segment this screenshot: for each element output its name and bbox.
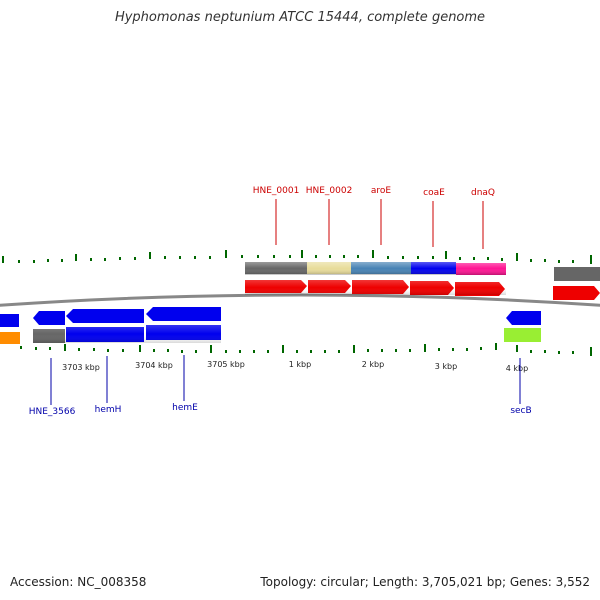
tick-label-1kbp: 1 kbp — [289, 360, 311, 369]
accession-text: Accession: NC_008358 — [10, 575, 147, 589]
gene-label-hne-0001[interactable]: HNE_0001 — [253, 186, 300, 196]
gene-label-dnaq[interactable]: dnaQ — [471, 188, 495, 198]
bottom-label-leaders — [50, 355, 521, 405]
tick-label-4kbp: 4 kbp — [506, 364, 528, 373]
gene-arrow-left-edge[interactable] — [0, 314, 19, 327]
gene-arrow-right[interactable] — [553, 286, 600, 300]
gene-arrow-hemh[interactable] — [66, 309, 144, 323]
feature-bar-right[interactable] — [554, 267, 600, 281]
gene-label-aroe[interactable]: aroE — [371, 186, 392, 196]
outer-tick-row — [2, 250, 592, 264]
gene-label-hemh[interactable]: hemH — [95, 405, 122, 415]
gene-label-heme[interactable]: hemE — [172, 403, 198, 413]
genome-title: Hyphomonas neptunium ATCC 15444, complet… — [114, 10, 486, 25]
feature-bar-left-edge[interactable] — [0, 332, 20, 344]
genome-backbone — [0, 293, 600, 307]
feature-bar-shade — [245, 262, 506, 275]
gene-label-secb[interactable]: secB — [510, 406, 531, 416]
tick-label-3kbp: 3 kbp — [435, 362, 457, 371]
top-label-leaders — [275, 199, 484, 249]
gene-arrow-heme[interactable] — [146, 307, 221, 321]
feature-bar-lower-shade — [33, 325, 221, 343]
gene-label-hne-3566[interactable]: HNE_3566 — [29, 407, 76, 417]
tick-label-3704kbp: 3704 kbp — [135, 361, 173, 370]
gene-arrow-hne-3566[interactable] — [33, 311, 65, 325]
gene-arrow-secb[interactable] — [506, 311, 541, 325]
feature-bar-secb[interactable] — [504, 328, 541, 342]
gene-label-coae[interactable]: coaE — [423, 188, 445, 198]
tick-label-2kbp: 2 kbp — [362, 360, 384, 369]
gene-label-hne-0002[interactable]: HNE_0002 — [306, 186, 353, 196]
tick-label-3705kbp: 3705 kbp — [207, 360, 245, 369]
genome-summary-text: Topology: circular; Length: 3,705,021 bp… — [260, 575, 590, 589]
inner-tick-row — [20, 343, 592, 356]
gene-arrow-shade — [245, 280, 506, 295]
tick-label-3703kbp: 3703 kbp — [62, 363, 100, 372]
